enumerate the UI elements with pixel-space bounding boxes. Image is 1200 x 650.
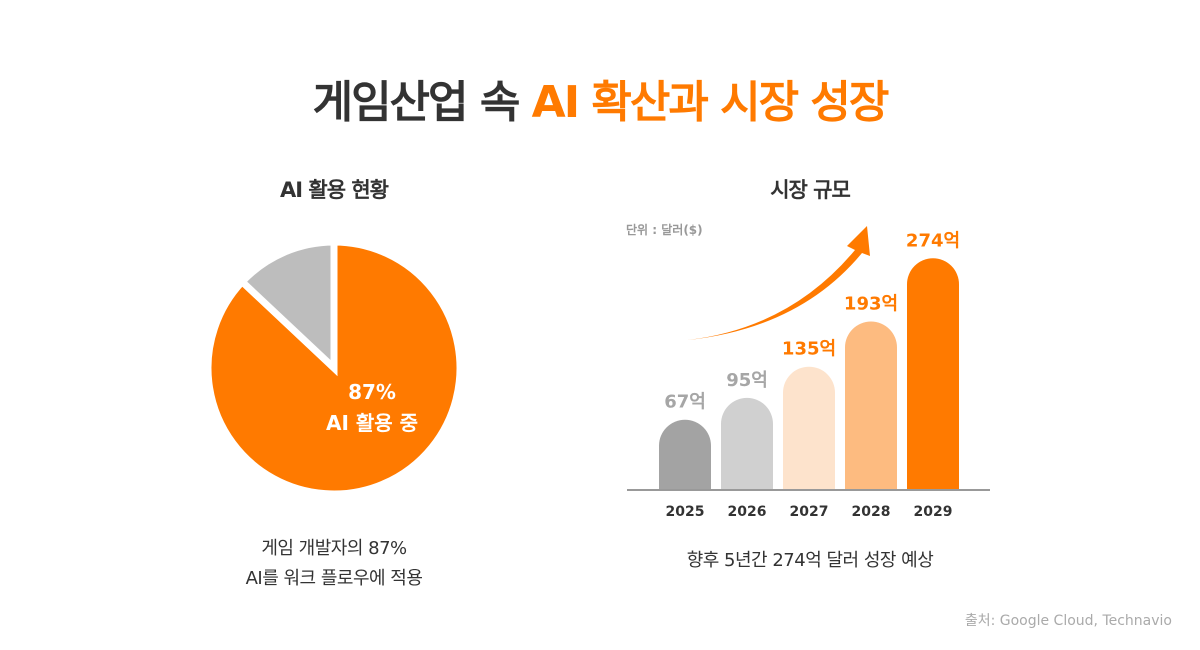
bar-value-label: 95억 bbox=[726, 370, 768, 391]
pie-heading: AI 활용 현황 bbox=[280, 178, 389, 202]
pie-slice-1 bbox=[237, 238, 338, 377]
pie-slice-0 bbox=[204, 238, 464, 498]
bar-2029 bbox=[907, 258, 959, 490]
bar-2026 bbox=[721, 397, 773, 490]
bar-2027 bbox=[783, 366, 835, 490]
x-tick-label: 2028 bbox=[852, 504, 891, 520]
pie-text-label: AI 활용 중 bbox=[326, 411, 418, 435]
bar-value-label: 67억 bbox=[664, 392, 706, 413]
bar-caption: 향후 5년간 274억 달러 성장 예상 bbox=[686, 550, 934, 571]
x-tick-label: 2027 bbox=[790, 504, 829, 520]
source-text: 출처: Google Cloud, Technavio bbox=[964, 613, 1172, 629]
bar-heading: 시장 규모 bbox=[770, 178, 851, 202]
x-tick-label: 2026 bbox=[728, 504, 767, 520]
bar-chart: 67억 2025 95억 2026 135억 2027 193억 2028 274억 2029 bbox=[627, 226, 990, 520]
bar-value-label: 135억 bbox=[782, 339, 836, 360]
pie-caption-line2: AI를 워크 플로우에 적용 bbox=[245, 568, 423, 589]
title-highlight: AI 확산과 시장 성장 bbox=[531, 77, 890, 128]
growth-arrow-icon bbox=[688, 226, 870, 340]
x-tick-label: 2025 bbox=[666, 504, 705, 520]
page-title: 게임산업 속 AI 확산과 시장 성장 bbox=[0, 66, 1200, 130]
title-part1: 게임산업 속 bbox=[312, 77, 532, 128]
bar-2028 bbox=[845, 321, 897, 490]
pie-caption-line1: 게임 개발자의 87% bbox=[261, 538, 407, 559]
pie-value-label: 87% bbox=[348, 380, 396, 404]
unit-label: 단위 : 달러($) bbox=[626, 223, 703, 237]
x-tick-label: 2029 bbox=[914, 504, 953, 520]
bar-value-label: 193억 bbox=[844, 293, 898, 314]
pie-chart: 87% AI 활용 중 bbox=[204, 238, 464, 498]
bar-2025 bbox=[659, 419, 711, 490]
bar-value-label: 274억 bbox=[906, 230, 960, 251]
